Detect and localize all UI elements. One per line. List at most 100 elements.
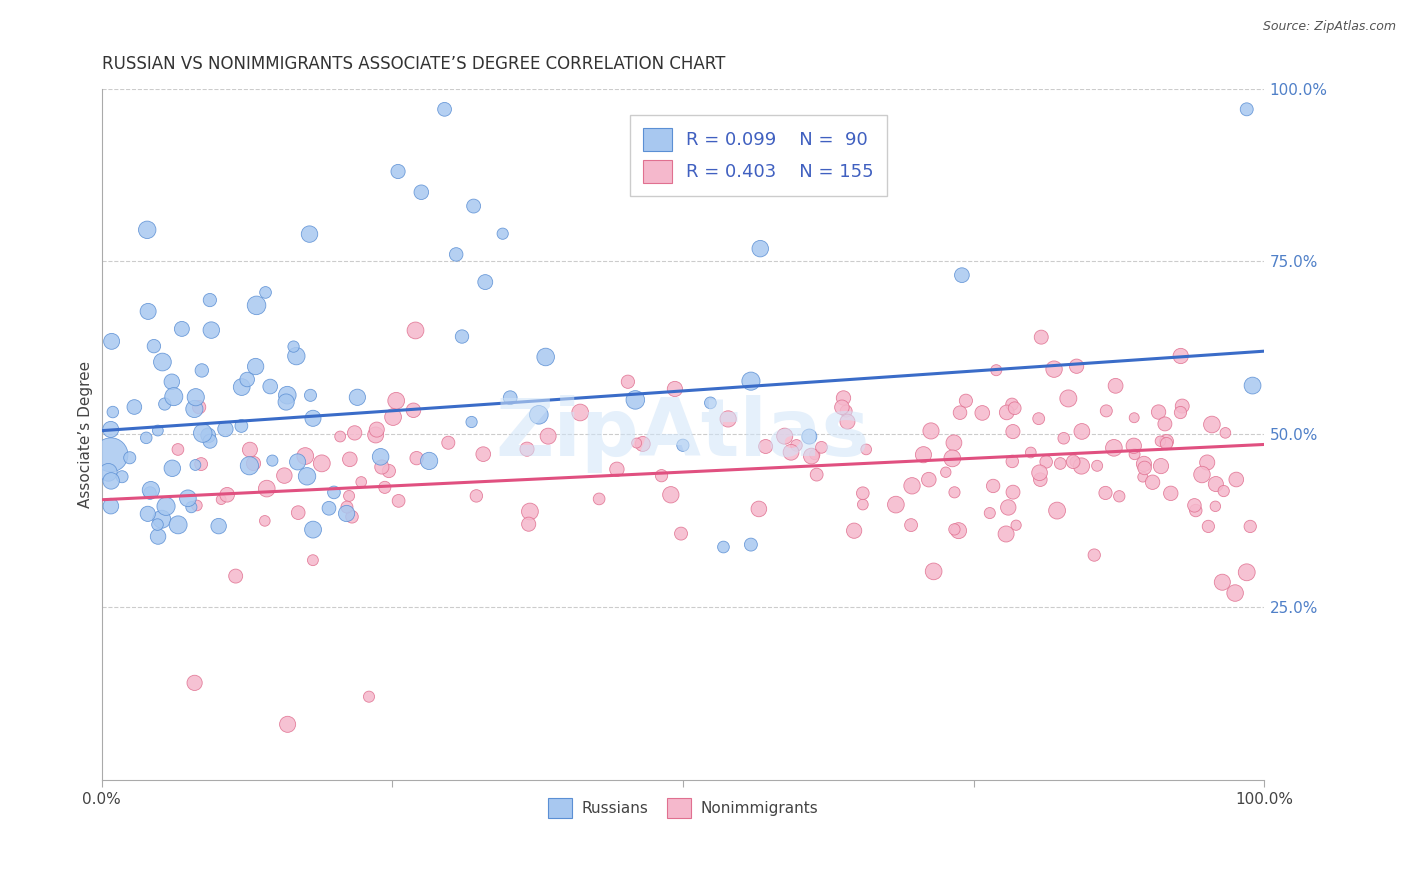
Point: [405, 323, 427, 337]
Point: [997, 500, 1019, 515]
Point: [167, 517, 190, 532]
Point: [460, 415, 482, 429]
Point: [1066, 359, 1088, 374]
Point: [1205, 477, 1227, 491]
Point: [1204, 500, 1226, 514]
Point: [852, 498, 875, 512]
Point: [972, 406, 994, 420]
Point: [259, 379, 281, 393]
Point: [371, 460, 394, 475]
Point: [1170, 405, 1192, 419]
Y-axis label: Associate’s Degree: Associate’s Degree: [79, 360, 93, 508]
Point: [995, 405, 1018, 419]
Point: [153, 397, 176, 411]
Point: [231, 419, 253, 434]
Point: [254, 285, 277, 300]
Point: [299, 388, 322, 402]
Point: [920, 424, 942, 438]
Text: ZipAtlas: ZipAtlas: [496, 395, 870, 473]
Point: [650, 468, 672, 483]
Point: [981, 479, 1004, 493]
Point: [364, 428, 387, 442]
Point: [329, 429, 352, 443]
Point: [832, 391, 855, 405]
Point: [294, 449, 316, 463]
Point: [803, 448, 825, 462]
Point: [1005, 518, 1028, 533]
Point: [183, 676, 205, 690]
Point: [339, 452, 361, 467]
Point: [402, 403, 425, 417]
Point: [97, 466, 120, 480]
Point: [1201, 417, 1223, 432]
Point: [474, 275, 496, 289]
Legend: Russians, Nonimmigrants: Russians, Nonimmigrants: [541, 792, 824, 824]
Point: [405, 451, 427, 466]
Point: [1064, 455, 1087, 469]
Point: [276, 388, 298, 402]
Point: [209, 492, 232, 507]
Point: [1133, 457, 1156, 471]
Point: [295, 469, 318, 483]
Point: [606, 462, 628, 476]
Point: [387, 494, 409, 508]
Point: [190, 457, 212, 471]
Point: [433, 103, 456, 117]
Point: [519, 504, 541, 518]
Point: [659, 488, 682, 502]
Point: [1197, 456, 1219, 470]
Point: [136, 507, 159, 521]
Point: [336, 500, 359, 514]
Point: [1239, 519, 1261, 533]
Point: [537, 429, 560, 443]
Point: [124, 400, 146, 414]
Point: [139, 483, 162, 497]
Point: [527, 408, 550, 422]
Point: [1001, 485, 1024, 500]
Point: [588, 491, 610, 506]
Point: [370, 450, 392, 464]
Point: [831, 401, 853, 415]
Text: Source: ZipAtlas.com: Source: ZipAtlas.com: [1263, 20, 1396, 33]
Point: [1156, 434, 1178, 449]
Point: [177, 491, 200, 506]
Point: [167, 442, 190, 457]
Point: [569, 405, 592, 419]
Point: [245, 359, 267, 374]
Point: [184, 458, 207, 472]
Point: [986, 363, 1008, 377]
Point: [111, 469, 134, 483]
Point: [298, 227, 321, 241]
Point: [198, 434, 221, 449]
Point: [669, 526, 692, 541]
Point: [713, 540, 735, 554]
Point: [901, 479, 924, 493]
Point: [287, 455, 309, 469]
Point: [378, 464, 401, 478]
Point: [239, 442, 262, 457]
Point: [180, 500, 202, 515]
Point: [101, 405, 124, 419]
Point: [943, 485, 966, 500]
Point: [343, 425, 366, 440]
Point: [884, 498, 907, 512]
Point: [1028, 411, 1050, 425]
Point: [664, 382, 686, 396]
Point: [1191, 467, 1213, 482]
Point: [146, 424, 169, 438]
Point: [1028, 466, 1050, 480]
Point: [139, 486, 162, 500]
Point: [387, 164, 409, 178]
Point: [499, 391, 522, 405]
Point: [1035, 455, 1057, 469]
Point: [1156, 436, 1178, 450]
Point: [198, 293, 221, 307]
Point: [950, 268, 973, 282]
Point: [492, 227, 515, 241]
Point: [1184, 499, 1206, 513]
Text: RUSSIAN VS NONIMMIGRANTS ASSOCIATE’S DEGREE CORRELATION CHART: RUSSIAN VS NONIMMIGRANTS ASSOCIATE’S DEG…: [101, 55, 725, 73]
Point: [785, 438, 807, 452]
Point: [1046, 503, 1069, 517]
Point: [1170, 349, 1192, 363]
Point: [842, 524, 865, 538]
